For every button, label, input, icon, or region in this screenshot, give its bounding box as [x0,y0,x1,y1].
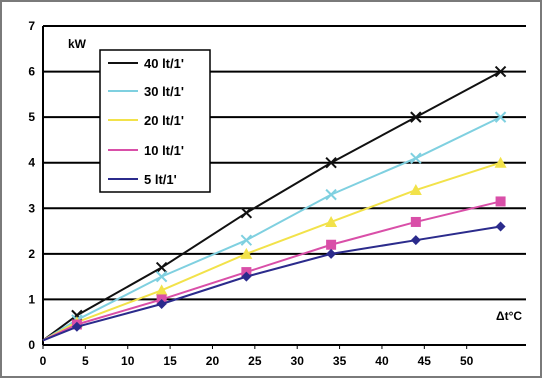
x-tick-label-50: 50 [460,354,474,368]
x-tick-label-35: 35 [333,354,347,368]
series-1-point-4 [325,188,337,201]
legend-label-30: 30 lt/1' [144,84,184,99]
series-0-point-2-b [155,261,168,274]
x-tick-label-15: 15 [163,354,177,368]
series-1-point-2-b [155,270,168,283]
series-1-point-3 [240,234,253,246]
series-4-point-5 [410,235,421,246]
series-1-point-4-b [325,188,337,201]
x-tick-label-40: 40 [375,354,389,368]
legend-label-20: 20 lt/1' [144,113,184,128]
y-axis-unit-label: kW [68,37,87,51]
series-2-point-4 [325,215,338,227]
legend-label-5: 5 lt/1' [144,172,177,187]
series-4-point-3 [241,271,252,282]
series-3-point-6 [495,196,506,207]
series-1-point-6-b [494,111,507,123]
series-0-point-4-b [325,157,337,169]
series-0-point-2 [155,261,168,274]
series-1-point-5-b [410,152,422,164]
x-tick-label-25: 25 [248,354,262,368]
y-tick-label-0: 0 [28,338,35,352]
x-tick-label-0: 0 [40,354,47,368]
x-tick-label-30: 30 [291,354,305,368]
series-0-point-3 [240,207,253,219]
series-3-point-4 [326,239,337,250]
series-2-point-2 [155,284,168,296]
legend-label-40: 40 lt/1' [144,56,184,71]
series-4-point-6 [495,221,506,232]
series-4-point-2 [156,298,167,309]
x-tick-label-45: 45 [418,354,432,368]
series-layer [42,65,507,342]
series-4-point-4 [326,248,337,259]
series-0-point-5 [410,111,422,123]
y-tick-label-4: 4 [28,156,35,170]
series-0-point-1-b [71,309,83,322]
axes [42,26,526,349]
y-tick-label-6: 6 [28,65,35,79]
series-0-point-4 [325,157,337,169]
x-tick-label-10: 10 [121,354,135,368]
series-1-point-5 [410,152,422,164]
legend-label-10: 10 lt/1' [144,143,184,158]
legend: 40 lt/1' 30 lt/1' 20 lt/1' 10 lt/1' 5 lt… [99,49,211,193]
y-tick-label-2: 2 [28,247,35,261]
y-tick-label-5: 5 [28,110,35,124]
series-0-point-6 [494,65,507,78]
series-0-point-3-b [240,207,253,219]
series-0-point-5-b [410,111,422,123]
y-tick-label-3: 3 [28,201,35,215]
series-2-point-5 [409,184,422,196]
series-2-point-3 [240,247,253,259]
x-axis-unit-label: Δt°C [496,309,522,323]
series-line-3 [42,200,501,342]
x-tick-label-20: 20 [206,354,220,368]
y-tick-label-1: 1 [28,292,35,306]
x-tick-label-5: 5 [82,354,89,368]
y-tick-label-7: 7 [28,19,35,33]
series-0-point-6-b [494,65,507,78]
series-1-point-6 [494,111,507,123]
series-1-point-2 [155,270,168,283]
series-1-point-3-b [240,234,253,246]
series-2-point-6 [494,156,507,168]
series-3-point-5 [410,216,421,227]
series-4-point-1 [71,321,82,332]
